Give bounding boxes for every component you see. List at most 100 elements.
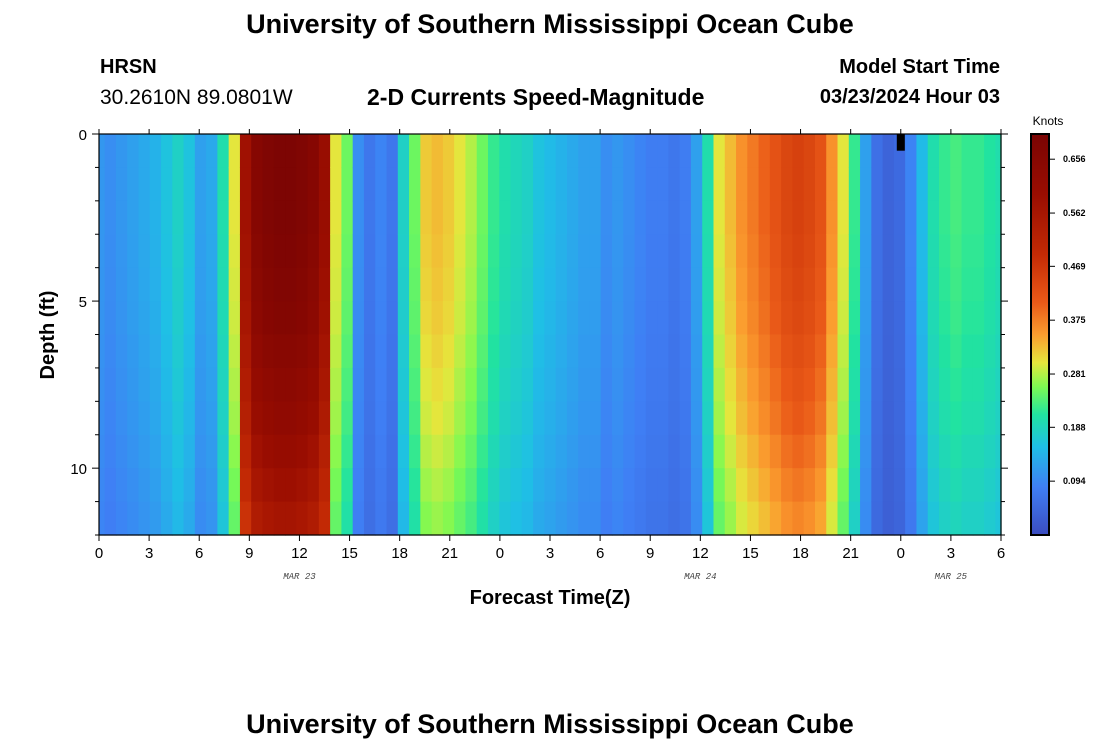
heatmap-cell	[431, 334, 444, 369]
heatmap-cell	[206, 334, 218, 369]
heatmap-cell	[645, 167, 658, 202]
heatmap-cell	[239, 468, 252, 503]
x-tick-label: 15	[341, 545, 358, 562]
heatmap-cell	[679, 501, 692, 536]
heatmap-cell	[600, 468, 613, 503]
heatmap-cell	[555, 200, 568, 235]
heatmap-cell	[251, 167, 264, 202]
heatmap-cell	[972, 234, 985, 269]
heatmap-cell	[645, 267, 658, 302]
heatmap-cell	[612, 367, 624, 402]
heatmap-cell	[848, 334, 861, 369]
heatmap-cell	[454, 334, 467, 369]
heatmap-cell	[183, 434, 196, 469]
heatmap-cell	[465, 134, 478, 169]
heatmap-cell	[961, 367, 974, 402]
heatmap-cell	[781, 401, 794, 436]
heatmap-cell	[713, 401, 726, 436]
heatmap-cell	[544, 501, 557, 536]
heatmap-cell	[352, 167, 365, 202]
heatmap-cell	[927, 501, 940, 536]
heatmap-cell	[420, 334, 433, 369]
heatmap-cell	[442, 401, 455, 436]
heatmap-cell	[487, 501, 500, 536]
heatmap-cell	[916, 167, 929, 202]
heatmap-cell	[217, 468, 230, 503]
heatmap-cell	[510, 167, 523, 202]
heatmap-cell	[679, 367, 692, 402]
heatmap-cell	[330, 367, 343, 402]
heatmap-cell	[758, 267, 771, 302]
heatmap-cell	[837, 301, 850, 336]
heatmap-cell	[555, 501, 568, 536]
heatmap-cell	[296, 334, 309, 369]
heatmap-cell	[318, 134, 331, 169]
heatmap-cell	[431, 200, 444, 235]
heatmap-cell	[837, 401, 850, 436]
heatmap-cell	[296, 468, 309, 503]
heatmap-cell	[172, 167, 185, 202]
y-tick-label: 10	[70, 461, 87, 478]
heatmap-cell	[938, 234, 951, 269]
heatmap-cell	[521, 501, 534, 536]
heatmap-cell	[487, 301, 500, 336]
heatmap-cell	[352, 434, 365, 469]
heatmap-cell	[893, 434, 906, 469]
heatmap-cell	[848, 234, 861, 269]
heatmap-cell	[499, 501, 512, 536]
heatmap-cell	[657, 468, 669, 503]
heatmap-cell	[533, 501, 545, 536]
heatmap-cell	[352, 367, 365, 402]
heatmap-cell	[397, 134, 410, 169]
heatmap-cell	[476, 434, 489, 469]
heatmap-cell	[747, 334, 760, 369]
heatmap-cell	[115, 401, 128, 436]
heatmap-cell	[713, 334, 726, 369]
heatmap-cell	[161, 200, 173, 235]
colorbar	[1030, 133, 1050, 536]
heatmap-cell	[487, 200, 500, 235]
heatmap-cell	[645, 468, 658, 503]
heatmap-cell	[612, 134, 624, 169]
heatmap-cell	[217, 167, 230, 202]
heatmap-cell	[702, 134, 715, 169]
heatmap-cell	[251, 234, 264, 269]
heatmap-cell	[972, 434, 985, 469]
heatmap-cell	[882, 367, 895, 402]
heatmap-cell	[871, 234, 884, 269]
heatmap-cell	[702, 367, 715, 402]
heatmap-cell	[668, 334, 681, 369]
heatmap-cell	[860, 200, 872, 235]
heatmap-cell	[657, 200, 669, 235]
heatmap-cell	[544, 334, 557, 369]
colorbar-tick-label: 0.469	[1063, 261, 1086, 271]
heatmap-cell	[99, 200, 106, 235]
heatmap-cell	[454, 434, 467, 469]
heatmap-cell	[803, 167, 816, 202]
heatmap-cell	[206, 134, 218, 169]
heatmap-cell	[984, 200, 996, 235]
heatmap-cell	[927, 401, 940, 436]
heatmap-cell	[623, 134, 636, 169]
heatmap-cell	[927, 234, 940, 269]
heatmap-cell	[386, 434, 399, 469]
heatmap-cell	[578, 334, 591, 369]
heatmap-cell	[679, 334, 692, 369]
heatmap-cell	[420, 301, 433, 336]
heatmap-cell	[521, 267, 534, 302]
heatmap-cell	[161, 267, 173, 302]
heatmap-cell	[781, 200, 794, 235]
heatmap-cell	[161, 501, 173, 536]
heatmap-cell	[409, 334, 421, 369]
heatmap-cell	[487, 167, 500, 202]
heatmap-cell	[679, 134, 692, 169]
heatmap-cell	[769, 334, 782, 369]
heatmap-cell	[634, 401, 647, 436]
heatmap-cell	[938, 434, 951, 469]
heatmap-cell	[127, 468, 140, 503]
heatmap-cell	[995, 200, 1002, 235]
heatmap-cell	[589, 501, 602, 536]
heatmap-cell	[544, 401, 557, 436]
heatmap-cell	[397, 234, 410, 269]
heatmap-cell	[769, 267, 782, 302]
